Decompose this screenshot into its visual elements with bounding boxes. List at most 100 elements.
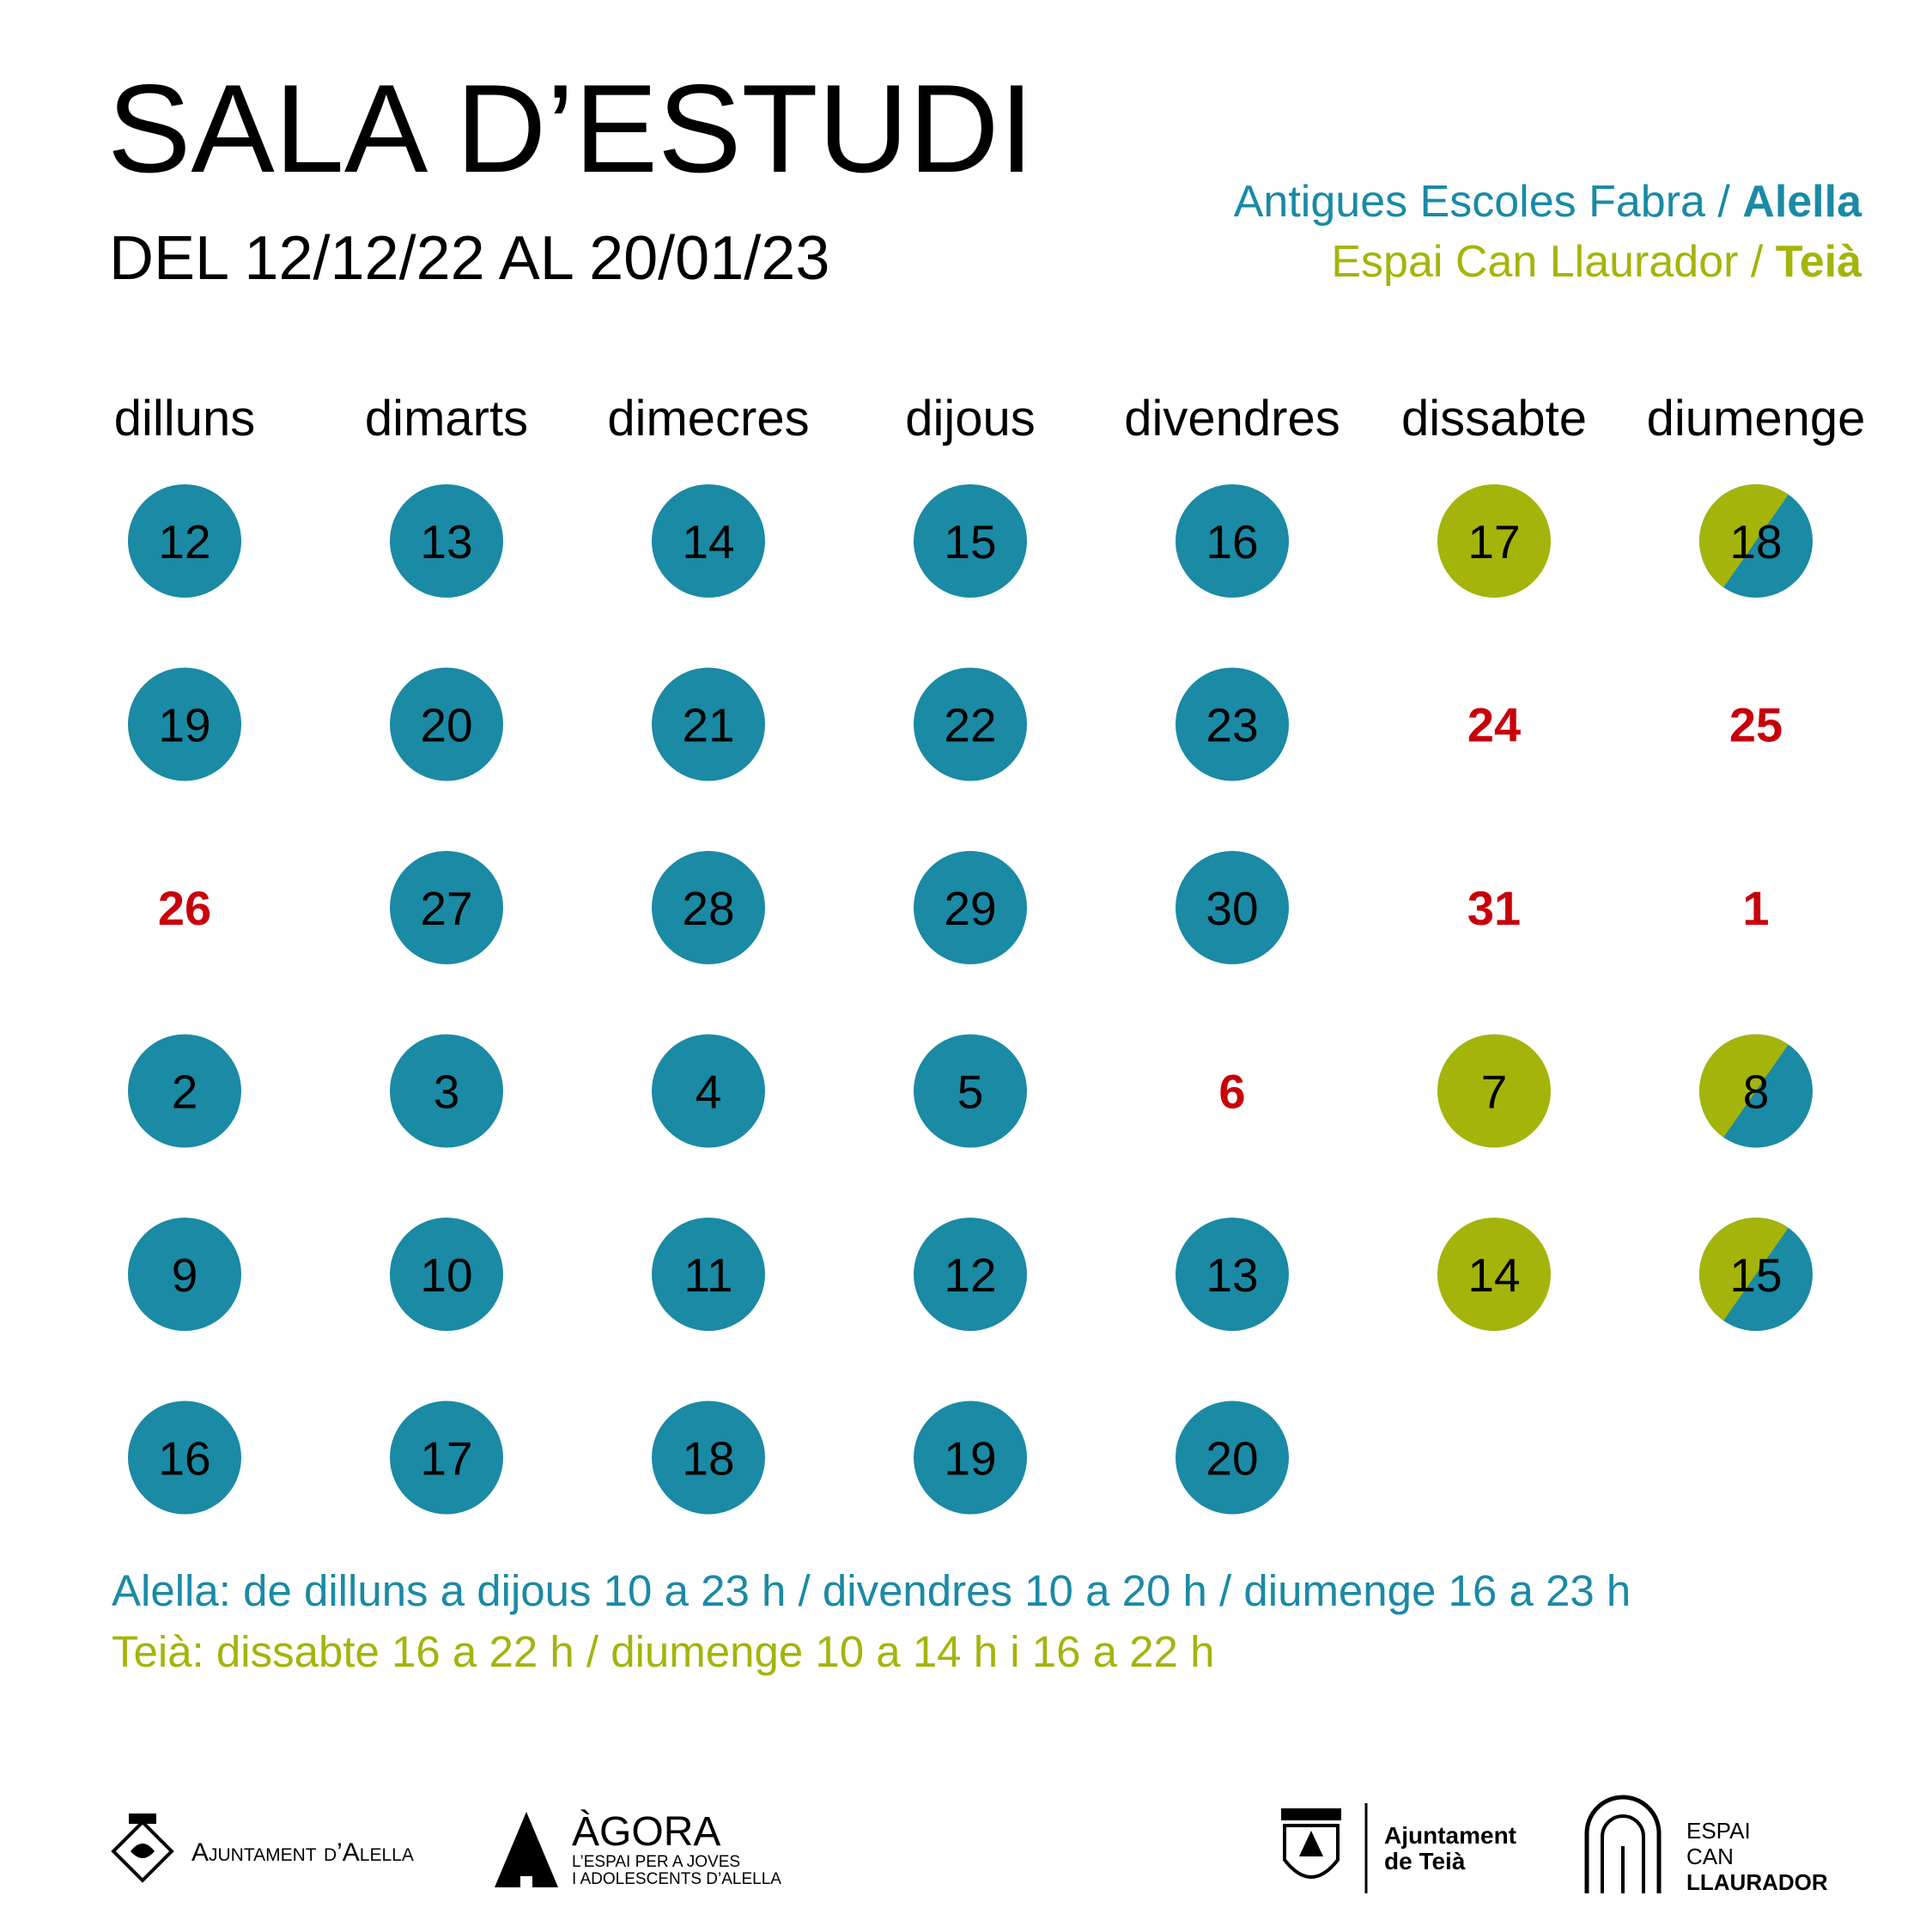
day-circle: [1437, 1034, 1551, 1148]
day-number: 29: [944, 882, 996, 935]
day-number: 12: [944, 1249, 996, 1302]
day-circle: [652, 1400, 765, 1515]
subtitle: DEL 12/12/22 AL 20/01/23: [109, 224, 829, 293]
day-circle: [652, 1218, 765, 1331]
day-number: 4: [696, 1066, 722, 1119]
locations: Antigues Escoles Fabra / Alella Espai Can…: [1234, 177, 1862, 287]
logo-agora: ÀGORA L’ESPAI PER A JOVES I ADOLESCENTS …: [495, 1809, 781, 1888]
weekday: dijous: [905, 391, 1036, 447]
weekday: divendres: [1124, 391, 1340, 447]
day-circle: [1176, 484, 1289, 598]
location: Espai Can Llaurador / Teià: [1331, 237, 1862, 287]
day-circle: [390, 1034, 503, 1148]
day-number: 6: [1218, 1065, 1245, 1119]
day-number: 18: [1729, 515, 1782, 568]
day-circle: [914, 667, 1027, 781]
logo-alella: Ajuntament d’Alella: [111, 1814, 414, 1883]
day-number: 7: [1481, 1066, 1508, 1119]
day-number: 19: [158, 699, 210, 752]
day-circle: [128, 1400, 241, 1515]
day-circle: [1176, 1400, 1289, 1515]
schedules: Alella: de dilluns a dijous 10 a 23 h / …: [112, 1566, 1631, 1676]
day-half: [1699, 484, 1789, 588]
day-number: 27: [420, 882, 472, 935]
day-number: 25: [1729, 698, 1783, 752]
day-circle: [128, 1034, 241, 1148]
day-circle: [1176, 1218, 1289, 1331]
day-number: 22: [944, 699, 996, 752]
teia-label: de Teià: [1384, 1848, 1466, 1874]
day-circle: [1437, 1218, 1551, 1331]
calendar: dilluns dimarts dimecres dijous divendres dis…: [114, 391, 1866, 1515]
weekday: dimecres: [607, 391, 809, 447]
agora-name: ÀGORA: [572, 1809, 720, 1855]
day-circle: [914, 1400, 1027, 1515]
day-number: 20: [1206, 1432, 1258, 1485]
day-number: 19: [944, 1432, 996, 1485]
day-circle: [1437, 484, 1551, 598]
day-circle: [128, 484, 241, 598]
day-number: 28: [682, 882, 734, 935]
day-number: 18: [682, 1432, 734, 1485]
day-number: 12: [158, 515, 210, 568]
day-circle: [390, 851, 503, 964]
day-half: [1699, 1034, 1789, 1138]
agora-line: I ADOLESCENTS D’ALELLA: [572, 1870, 781, 1888]
day-number: 15: [1729, 1249, 1782, 1302]
day-number: 14: [682, 515, 734, 568]
day-number: 31: [1467, 881, 1521, 935]
day-number: 15: [944, 515, 996, 568]
day-number: 14: [1467, 1249, 1520, 1302]
weekday: dilluns: [114, 391, 255, 447]
day-circle: [652, 1034, 765, 1148]
day-number: 5: [957, 1066, 984, 1119]
location-town: Teià: [1776, 237, 1862, 287]
day-circle: [128, 667, 241, 781]
day-circle: [390, 484, 503, 598]
title: SALA D’ESTUDI: [107, 58, 1034, 198]
day-number: 1: [1742, 881, 1769, 935]
day-circle: [652, 484, 765, 598]
day-circle: [390, 667, 503, 781]
logo-can-llaurador: ESPAI CAN LLAURADOR: [1584, 1795, 1828, 1895]
day-number: 8: [1743, 1066, 1770, 1119]
weekday: diumenge: [1647, 391, 1866, 447]
day-number: 17: [1467, 515, 1520, 568]
day-circle: [390, 1218, 503, 1331]
can-llaurador-label: LLAURADOR: [1686, 1869, 1828, 1895]
agora-line: L’ESPAI PER A JOVES: [572, 1853, 740, 1871]
day-circle: [914, 484, 1027, 598]
day-number: 11: [683, 1249, 732, 1302]
day-circle: [914, 1218, 1027, 1331]
day-circle: [390, 1400, 503, 1515]
location-place: Espai Can Llaurador /: [1331, 237, 1775, 287]
day-circle: [652, 667, 765, 781]
day-circle: [128, 1218, 241, 1331]
day-number: 30: [1206, 882, 1258, 935]
schedule: Alella: de dilluns a dijous 10 a 23 h / …: [112, 1566, 1631, 1615]
day-circle: [652, 851, 765, 964]
location-town: Alella: [1742, 177, 1862, 227]
alella-label: Ajuntament d’Alella: [191, 1838, 414, 1867]
day-number: 3: [434, 1066, 460, 1119]
day-number: 20: [420, 699, 472, 752]
day-circle: [1176, 851, 1289, 964]
day-number: 2: [172, 1066, 198, 1119]
day-number: 24: [1467, 698, 1521, 752]
day-number: 17: [420, 1432, 472, 1485]
location: Antigues Escoles Fabra / Alella: [1234, 177, 1862, 227]
location-place: Antigues Escoles Fabra /: [1234, 177, 1743, 227]
day-number: 16: [1206, 515, 1258, 568]
day-number: 13: [1206, 1249, 1258, 1302]
can-llaurador-label: ESPAI: [1686, 1818, 1751, 1844]
teia-label: Ajuntament: [1384, 1822, 1516, 1849]
day-circle: [914, 1034, 1027, 1148]
day-number: 10: [420, 1249, 472, 1302]
day-number: 13: [420, 515, 472, 568]
weekday: dissabte: [1401, 391, 1587, 447]
logo-teia: Ajuntament de Teià: [1281, 1803, 1516, 1893]
day-circle: [1176, 667, 1289, 781]
day-number: 16: [158, 1432, 210, 1485]
